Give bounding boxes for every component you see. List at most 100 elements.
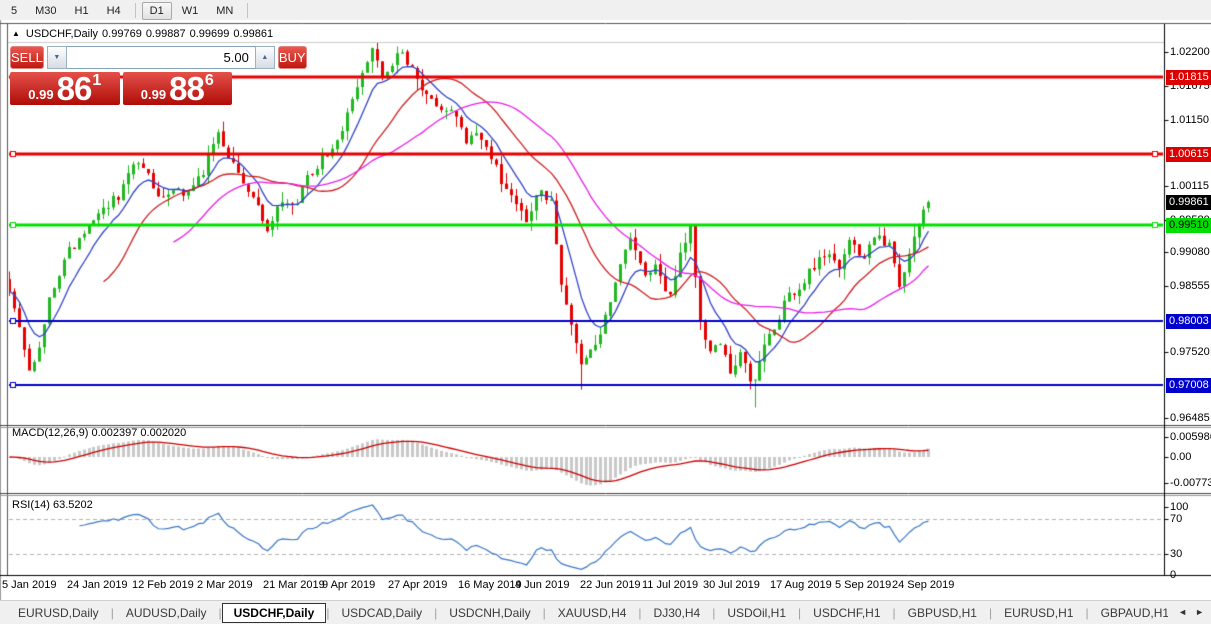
timeframe-toolbar: 5 M30 H1 H4 D1 W1 MN	[0, 0, 1211, 21]
date-axis-label: 22 Jun 2019	[580, 579, 641, 591]
arrow-up-icon: ▲	[261, 54, 269, 61]
timeframe-button-5[interactable]: 5	[11, 4, 18, 17]
buy-price-prefix: 0.99	[140, 87, 167, 102]
sell-button[interactable]: SELL	[10, 46, 44, 69]
volume-stepper: ▼ ▲	[46, 46, 275, 69]
macd-axis-label: 0.005986	[1170, 431, 1211, 444]
price-axis-tick: 0.99080	[1170, 246, 1210, 259]
chart-tab-usdcnh-daily[interactable]: USDCNH,Daily	[449, 605, 531, 620]
ohlc-high: 0.99887	[145, 28, 186, 40]
rsi-indicator-label: RSI(14) 63.5202	[12, 499, 93, 511]
price-axis-tick: 1.00115	[1170, 179, 1209, 192]
price-axis-tick: 1.02200	[1170, 46, 1210, 59]
chart-canvas[interactable]	[0, 20, 1211, 600]
date-axis-label: 24 Jan 2019	[67, 579, 128, 591]
buy-price-big: 88	[169, 70, 205, 107]
tab-separator: |	[892, 605, 896, 620]
chart-tab-usdoil-h1[interactable]: USDOil,H1	[727, 605, 787, 620]
volume-decrease-button[interactable]: ▼	[46, 46, 67, 69]
price-label-support-1: 0.98003	[1166, 313, 1211, 329]
price-axis-tick: 1.01150	[1170, 113, 1209, 126]
timeframe-button-h1[interactable]: H1	[74, 4, 89, 17]
ohlc-open: 0.99769	[102, 28, 142, 40]
date-axis-label: 2 Mar 2019	[197, 579, 253, 591]
volume-increase-button[interactable]: ▲	[254, 46, 275, 69]
buy-price-sup: 6	[204, 72, 214, 89]
timeframe-button-w1[interactable]: W1	[181, 4, 199, 17]
rsi-axis-label: 0	[1170, 569, 1177, 581]
tab-separator: |	[218, 605, 222, 620]
date-axis-label: 17 Aug 2019	[770, 579, 832, 591]
date-axis-label: 12 Feb 2019	[132, 579, 194, 591]
chart-tab-eurusd-daily[interactable]: EURUSD,Daily	[18, 605, 99, 620]
right-arrow-icon: ►	[1195, 607, 1204, 617]
chart-tab-xauusd-h4[interactable]: XAUUSD,H4	[557, 605, 627, 620]
date-axis-label: 9 Apr 2019	[322, 579, 376, 591]
buy-price[interactable]: 0.99 88 6	[122, 70, 232, 107]
chart-tab-gbpusd-h1[interactable]: GBPUSD,H1	[907, 605, 977, 620]
chart-tabs-bar: EURUSD,Daily | AUDUSD,Daily | USDCHF,Daily | U…	[0, 600, 1211, 624]
chart-tab-audusd-daily[interactable]: AUDUSD,Daily	[125, 605, 207, 620]
rsi-axis-label: 30	[1170, 548, 1183, 560]
arrow-down-icon: ▼	[53, 54, 61, 61]
date-axis-label: 27 Apr 2019	[388, 579, 448, 591]
chart-tab-dj30-h4[interactable]: DJ30,H4	[653, 605, 701, 620]
price-axis-tick: 0.98555	[1170, 279, 1210, 292]
sell-price[interactable]: 0.99 86 1	[10, 72, 120, 105]
timeframe-button-d1[interactable]: D1	[141, 1, 172, 20]
macd-axis-label: 0.00	[1170, 451, 1192, 463]
buy-button[interactable]: BUY	[277, 46, 307, 69]
date-axis-label: 24 Sep 2019	[892, 579, 955, 591]
chart-tab-gbpaud-h1[interactable]: GBPAUD,H1	[1100, 605, 1170, 620]
price-axis-tick: 0.96485	[1170, 412, 1210, 425]
date-axis-label: 5 Sep 2019	[835, 579, 892, 591]
tabs-scroll: ◄ ►	[1168, 601, 1211, 623]
rsi-axis-label: 70	[1170, 513, 1183, 525]
tab-separator: |	[434, 605, 438, 620]
date-axis-label: 4 Jun 2019	[515, 579, 570, 591]
date-axis-label: 21 Mar 2019	[263, 579, 325, 591]
toolbar-separator	[247, 3, 249, 18]
sell-price-big: 86	[56, 70, 93, 107]
chart-tab-usdcad-daily[interactable]: USDCAD,Daily	[341, 605, 423, 620]
rsi-axis-label: 100	[1170, 501, 1189, 513]
tab-separator: |	[110, 605, 114, 620]
macd-indicator-label: MACD(12,26,9) 0.002397 0.002020	[12, 427, 187, 439]
volume-input[interactable]	[66, 46, 255, 69]
timeframe-button-mn[interactable]: MN	[216, 4, 234, 17]
timeframe-button-h4[interactable]: H4	[106, 4, 121, 17]
tab-separator: |	[988, 605, 993, 620]
chart-tab-eurusd-h1[interactable]: EURUSD,H1	[1004, 605, 1074, 620]
chart-symbol-header: ▲ USDCHF,Daily 0.99769 0.99887 0.99699 0.9986…	[12, 28, 277, 40]
date-axis-label: 16 May 2019	[458, 579, 522, 591]
date-axis-label: 30 Jul 2019	[703, 579, 760, 591]
date-axis-label: 11 Jul 2019	[642, 579, 699, 591]
chart-tab-usdchf-daily[interactable]: USDCHF,Daily	[221, 602, 327, 623]
ohlc-low: 0.99699	[189, 28, 230, 40]
price-label-pivot: 0.99510	[1166, 217, 1211, 233]
collapse-chart-icon[interactable]: ▲	[12, 29, 20, 38]
date-axis-label: 5 Jan 2019	[2, 579, 57, 591]
chart-symbol: USDCHF,Daily	[25, 28, 99, 40]
tab-separator: |	[798, 605, 802, 620]
tab-separator: |	[712, 605, 716, 620]
tabs-scroll-left-button[interactable]: ◄	[1178, 607, 1187, 617]
price-label-resistance-1: 1.01815	[1166, 70, 1211, 85]
macd-axis-label: -0.007737	[1170, 476, 1211, 489]
tabs-scroll-right-button[interactable]: ►	[1195, 607, 1204, 617]
tab-separator: |	[1085, 605, 1089, 620]
sell-price-prefix: 0.99	[28, 87, 54, 102]
ohlc-close: 0.99861	[233, 28, 274, 40]
price-label-support-2: 0.97008	[1166, 377, 1211, 393]
tab-separator: |	[638, 605, 642, 620]
price-label-resistance-2: 1.00615	[1166, 146, 1211, 162]
timeframe-button-m30[interactable]: M30	[35, 4, 57, 17]
chart-tab-usdchf-h1[interactable]: USDCHF,H1	[813, 605, 881, 620]
tab-separator: |	[326, 605, 330, 620]
left-arrow-icon: ◄	[1178, 607, 1188, 617]
tab-separator: |	[542, 605, 546, 620]
price-label-current-price: 0.99861	[1166, 195, 1211, 211]
sell-price-sup: 1	[92, 72, 102, 89]
